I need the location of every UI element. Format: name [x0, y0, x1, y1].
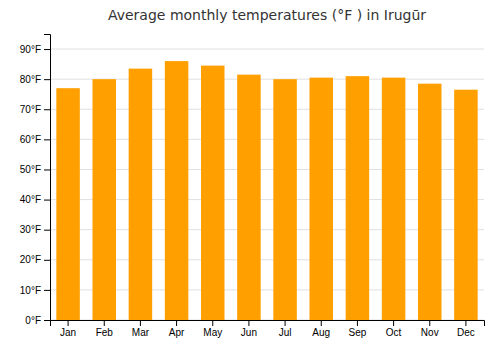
y-axis-line — [44, 35, 51, 321]
x-tick: Jan — [60, 320, 76, 338]
x-tick: Nov — [421, 320, 439, 338]
x-tick-mark — [140, 320, 141, 326]
y-tick-mark — [44, 79, 50, 80]
y-tick-mark — [44, 139, 50, 140]
bar — [454, 90, 478, 320]
y-tick: 70°F — [20, 104, 50, 115]
y-tick-mark — [44, 230, 50, 231]
bar — [237, 75, 261, 320]
y-tick-label: 60°F — [20, 134, 41, 145]
bar — [56, 88, 80, 320]
x-tick-mark — [429, 320, 430, 326]
x-tick-label: May — [203, 327, 222, 338]
y-tick: 80°F — [20, 74, 50, 85]
y-tick-label: 30°F — [20, 224, 41, 235]
title: Average monthly temperatures (°F ) in Ir… — [108, 7, 426, 23]
y-tick-mark — [44, 290, 50, 291]
y-tick: 20°F — [20, 254, 50, 265]
y-tick-mark — [44, 260, 50, 261]
x-tick-label: Mar — [132, 327, 150, 338]
x-tick: Feb — [96, 320, 114, 338]
x-tick-label: Feb — [96, 327, 114, 338]
y-tick-mark — [44, 49, 50, 50]
bar — [418, 84, 442, 320]
grid — [50, 49, 484, 320]
x-tick-mark — [465, 320, 466, 326]
x-axis-line — [51, 321, 485, 327]
y-tick: 90°F — [20, 44, 50, 55]
y-tick: 30°F — [20, 224, 50, 235]
y-tick-label: 70°F — [20, 104, 41, 115]
bar — [346, 76, 370, 320]
x-tick: Sep — [349, 320, 367, 338]
bar — [165, 61, 189, 320]
bar — [92, 79, 116, 320]
x-tick-mark — [248, 320, 249, 326]
y-tick-label: 20°F — [20, 254, 41, 265]
x-tick-mark — [212, 320, 213, 326]
x-tick-label: Apr — [169, 327, 185, 338]
x-tick: Apr — [169, 320, 185, 338]
x-tick-mark — [176, 320, 177, 326]
x-tick-mark — [357, 320, 358, 326]
y-tick-mark — [44, 320, 50, 321]
y-tick-label: 50°F — [20, 164, 41, 175]
y-tick-label: 10°F — [20, 285, 41, 296]
y-tick: 40°F — [20, 194, 50, 205]
y-tick-mark — [44, 169, 50, 170]
x-tick-label: Aug — [312, 327, 330, 338]
x-tick-label: Jul — [279, 327, 292, 338]
x-tick-mark — [104, 320, 105, 326]
x-tick-mark — [68, 320, 69, 326]
y-tick: 50°F — [20, 164, 50, 175]
x-tick-mark — [321, 320, 322, 326]
y-tick: 0°F — [25, 315, 50, 326]
x-tick-label: Jun — [241, 327, 257, 338]
x-tick: Aug — [312, 320, 330, 338]
x-tick-mark — [285, 320, 286, 326]
x-tick-label: Dec — [457, 327, 475, 338]
y-tick-label: 0°F — [25, 315, 41, 326]
x-tick-label: Nov — [421, 327, 439, 338]
bar — [129, 69, 153, 320]
x-tick-label: Jan — [60, 327, 76, 338]
bar — [309, 78, 333, 320]
x-tick-label: Oct — [386, 327, 402, 338]
y-tick-label: 80°F — [20, 74, 41, 85]
x-tick: Mar — [132, 320, 150, 338]
x-tick: Jun — [241, 320, 257, 338]
y-tick-label: 90°F — [20, 44, 41, 55]
chart: Jan Feb Mar Apr May Jun Jul Aug Sep Oct Nov Dec 0°F 1… — [0, 0, 500, 350]
x-tick: Oct — [386, 320, 402, 338]
y-tick-mark — [44, 200, 50, 201]
y-axis: 0°F 10°F 20°F 30°F 40°F 50°F 60°F 70°F 80°F 90°F — [20, 35, 51, 326]
x-tick-label: Sep — [349, 327, 367, 338]
grid-line — [50, 49, 484, 50]
y-tick: 60°F — [20, 134, 50, 145]
x-tick-mark — [393, 320, 394, 326]
y-tick-label: 40°F — [20, 194, 41, 205]
x-tick: Jul — [279, 320, 292, 338]
bar — [273, 79, 297, 320]
y-tick-mark — [44, 109, 50, 110]
x-tick: Dec — [457, 320, 475, 338]
x-tick: May — [203, 320, 222, 338]
bar — [382, 78, 406, 320]
y-tick: 10°F — [20, 285, 50, 296]
bar — [201, 66, 225, 320]
plot-area — [56, 61, 477, 320]
x-axis: Jan Feb Mar Apr May Jun Jul Aug Sep Oct Nov Dec — [51, 320, 485, 338]
